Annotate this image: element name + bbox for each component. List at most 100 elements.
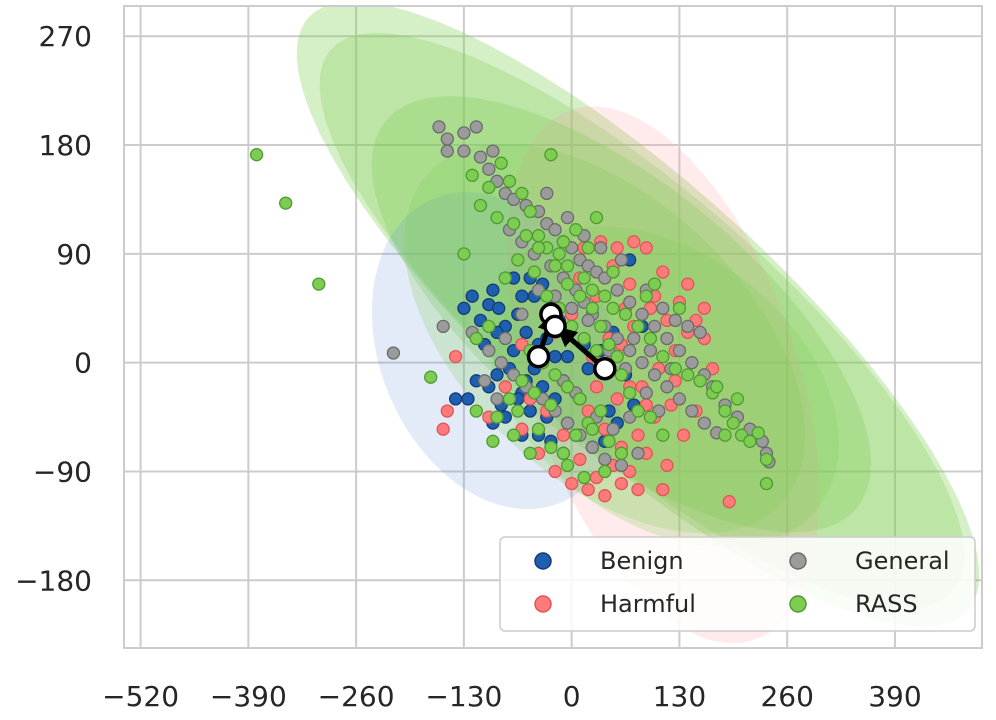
point-rass — [502, 392, 517, 406]
point-harmful — [498, 380, 512, 394]
point-rass — [548, 368, 562, 382]
point-rass — [594, 404, 608, 418]
point-general — [639, 386, 653, 400]
point-general — [614, 253, 629, 267]
point-harmful — [573, 452, 587, 467]
point-rass — [552, 247, 566, 261]
point-rass — [693, 374, 707, 388]
point-general — [647, 368, 662, 382]
point-harmful — [614, 476, 629, 491]
point-rass — [560, 380, 575, 394]
point-general — [581, 313, 595, 328]
legend-label-harmful: Harmful — [600, 590, 696, 618]
x-tick-label: 0 — [563, 680, 581, 713]
point-general — [386, 346, 401, 360]
point-rass — [751, 426, 765, 440]
point-rass — [249, 148, 264, 162]
point-benign — [515, 289, 529, 303]
x-tick-label: 260 — [760, 680, 813, 713]
point-rass — [424, 370, 438, 384]
point-rass — [565, 319, 579, 334]
legend-label-general: General — [855, 547, 950, 575]
point-harmful — [623, 277, 637, 291]
point-rass — [573, 392, 587, 406]
point-rass — [759, 452, 774, 467]
point-rass — [527, 386, 541, 400]
point-rass — [618, 307, 633, 321]
point-benign — [548, 349, 562, 364]
point-benign — [461, 392, 475, 406]
point-general — [685, 404, 699, 418]
point-general — [440, 132, 454, 146]
point-rass — [457, 247, 471, 261]
point-rass — [482, 319, 496, 334]
point-general — [565, 301, 579, 315]
point-harmful — [631, 428, 645, 442]
point-harmful — [436, 422, 450, 436]
point-rass — [544, 398, 558, 412]
point-rass — [490, 410, 504, 424]
point-harmful — [722, 495, 736, 509]
point-general — [436, 319, 450, 334]
point-rass — [502, 174, 517, 188]
point-rass — [569, 428, 583, 442]
point-harmful — [697, 301, 711, 315]
point-benign — [492, 301, 506, 315]
point-rass — [726, 416, 740, 430]
legend-label-benign: Benign — [600, 547, 684, 575]
point-general — [681, 319, 695, 334]
legend: Benign Harmful General RASS — [499, 536, 976, 632]
point-rass — [668, 362, 682, 376]
point-general — [623, 295, 637, 309]
point-rass — [544, 440, 558, 454]
point-rass — [614, 368, 629, 382]
point-general — [515, 307, 529, 321]
point-general — [631, 446, 645, 460]
point-harmful — [656, 265, 670, 279]
y-tick-label: 90 — [56, 238, 92, 271]
point-rass — [511, 404, 525, 418]
point-rass — [585, 301, 600, 315]
point-rass — [469, 404, 483, 418]
point-rass — [312, 277, 326, 291]
point-rass — [506, 216, 521, 231]
point-rass — [577, 470, 591, 485]
point-general — [685, 356, 699, 370]
point-benign — [490, 368, 504, 382]
point-general — [486, 144, 500, 158]
point-rass — [560, 277, 575, 291]
point-benign — [523, 404, 537, 418]
point-harmful — [676, 428, 691, 442]
point-rass — [560, 259, 575, 273]
point-rass — [482, 180, 496, 195]
point-rass — [656, 349, 670, 364]
point-rass — [515, 186, 529, 201]
point-general — [594, 241, 608, 255]
point-rass — [515, 374, 529, 388]
point-general — [623, 343, 637, 358]
point-benign — [486, 283, 500, 297]
point-rass — [598, 289, 612, 303]
point-rass — [602, 337, 616, 352]
point-benign — [465, 289, 479, 303]
point-general — [482, 343, 496, 358]
plot-frame — [123, 5, 983, 649]
point-rass — [531, 422, 546, 436]
point-rass — [548, 259, 562, 273]
point-general — [477, 374, 492, 388]
point-rass — [560, 458, 575, 473]
point-general — [668, 313, 682, 328]
point-general — [432, 120, 446, 134]
point-general — [494, 356, 508, 370]
point-general — [548, 223, 562, 237]
point-rass — [531, 241, 546, 255]
point-rass — [585, 283, 600, 297]
point-rass — [710, 380, 724, 394]
x-tick-label: 390 — [868, 680, 921, 713]
point-benign — [581, 362, 595, 376]
point-general — [672, 392, 687, 406]
point-benign — [560, 349, 575, 364]
point-harmful — [631, 482, 645, 497]
point-rass — [523, 204, 537, 219]
point-rass — [540, 289, 554, 303]
